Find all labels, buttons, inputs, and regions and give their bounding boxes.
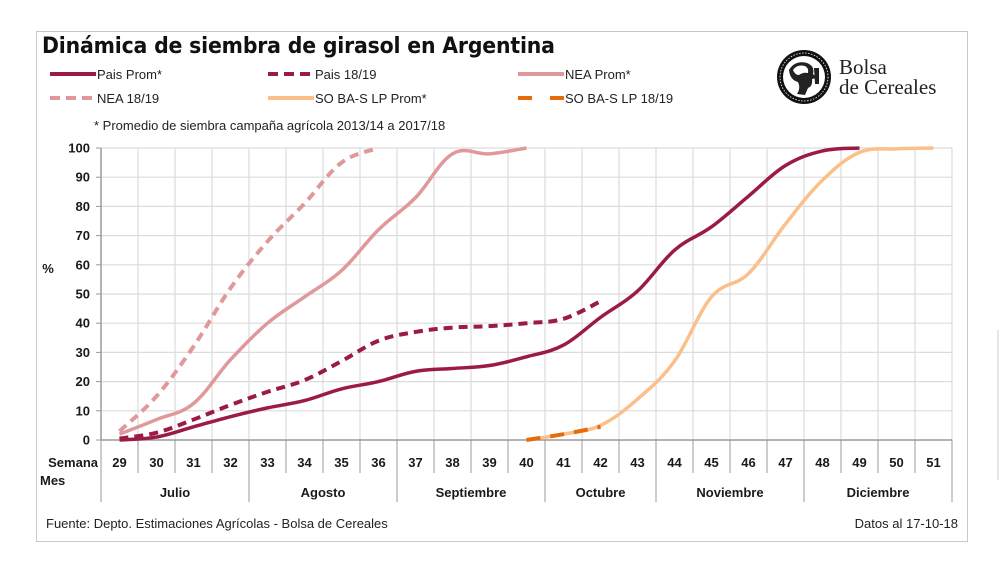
legend-label: NEA Prom* <box>565 66 631 82</box>
x-tick-label: 33 <box>260 455 274 470</box>
axis-labels: 0 10 20 30 40 50 60 70 80 90 100% Semana Mes 29 30 31 32… <box>40 141 941 501</box>
x-tick-label: 32 <box>223 455 237 470</box>
series-line-pais-prom <box>119 146 860 442</box>
x-tick-label: 40 <box>519 455 533 470</box>
legend-item: SO BA-S LP Prom* <box>266 90 427 106</box>
legend-swatch <box>268 96 314 100</box>
x-tick-label: 47 <box>778 455 792 470</box>
legend-item: Pais 18/19 <box>266 66 376 82</box>
series-line-so-ba-s-lp-18-19 <box>526 424 601 442</box>
y-tick-label: 100 <box>68 141 90 156</box>
x-tick-label: 29 <box>112 455 126 470</box>
month-label: Agosto <box>301 485 346 500</box>
x-tick-label: 36 <box>371 455 385 470</box>
legend-swatch <box>268 72 314 76</box>
x-tick-label: 37 <box>408 455 422 470</box>
series-line-nea-prom <box>118 146 527 436</box>
week-row-label: Semana <box>48 455 99 470</box>
x-tick-label: 31 <box>186 455 200 470</box>
y-tick-label: 40 <box>76 316 90 331</box>
legend-item: NEA Prom* <box>516 66 631 82</box>
chart-title: Dinámica de siembra de girasol en Argent… <box>42 34 555 59</box>
logo-line-1: Bolsa <box>839 55 887 79</box>
source-note: Fuente: Depto. Estimaciones Agrícolas - … <box>46 516 388 531</box>
month-label: Diciembre <box>847 485 910 500</box>
x-tick-label: 46 <box>741 455 755 470</box>
y-tick-label: 20 <box>76 374 90 389</box>
month-label: Septiembre <box>436 485 507 500</box>
legend-item: SO BA-S LP 18/19 <box>516 90 673 106</box>
legend-label: NEA 18/19 <box>97 90 160 106</box>
x-tick-label: 51 <box>926 455 940 470</box>
logo-text: Bolsa de Cereales <box>839 55 937 99</box>
footnote-average: * Promedio de siembra campaña agrícola 2… <box>94 118 446 133</box>
month-row-label: Mes <box>40 473 65 488</box>
legend-label: Pais Prom* <box>97 66 163 82</box>
legend-item: Pais Prom* <box>48 66 162 82</box>
x-tick-label: 48 <box>815 455 829 470</box>
x-tick-label: 38 <box>445 455 459 470</box>
x-tick-label: 34 <box>297 455 312 470</box>
x-tick-label: 43 <box>630 455 644 470</box>
month-label: Octubre <box>576 485 626 500</box>
y-tick-label: 0 <box>83 433 90 448</box>
legend-label: SO BA-S LP 18/19 <box>565 90 674 106</box>
month-label: Julio <box>160 485 190 500</box>
data-date: Datos al 17-10-18 <box>854 516 958 531</box>
x-tick-label: 45 <box>704 455 718 470</box>
legend-label: SO BA-S LP Prom* <box>315 90 427 106</box>
legend-item: NEA 18/19 <box>48 90 159 106</box>
legend-swatch <box>50 96 96 100</box>
logo: Bolsa de Cereales <box>775 48 936 106</box>
x-tick-label: 42 <box>593 455 607 470</box>
legend-swatch <box>518 96 564 100</box>
y-tick-label: 30 <box>76 345 90 360</box>
x-tick-label: 49 <box>852 455 866 470</box>
legend-swatch <box>50 72 96 76</box>
y-tick-label: 50 <box>76 287 90 302</box>
x-tick-label: 39 <box>482 455 496 470</box>
series-lines <box>118 146 934 442</box>
y-tick-label: 10 <box>76 403 90 418</box>
y-axis-label: % <box>42 261 54 276</box>
series-line-pais-18-19 <box>119 299 602 441</box>
y-tick-label: 80 <box>76 199 90 214</box>
x-tick-label: 35 <box>334 455 348 470</box>
x-tick-label: 30 <box>149 455 163 470</box>
edge-artifact <box>997 330 999 480</box>
month-label: Noviembre <box>696 485 763 500</box>
x-tick-label: 50 <box>889 455 903 470</box>
legend-label: Pais 18/19 <box>315 66 377 82</box>
y-tick-label: 90 <box>76 170 90 185</box>
x-tick-label: 41 <box>556 455 570 470</box>
bolsa-cereales-seal-icon <box>777 50 831 104</box>
x-tick-label: 44 <box>667 455 682 470</box>
chart-frame <box>36 31 968 542</box>
legend-swatch <box>518 72 564 76</box>
y-tick-label: 70 <box>76 228 90 243</box>
logo-line-2: de Cereales <box>839 75 937 99</box>
gridlines <box>101 147 953 440</box>
y-tick-label: 60 <box>76 257 90 272</box>
